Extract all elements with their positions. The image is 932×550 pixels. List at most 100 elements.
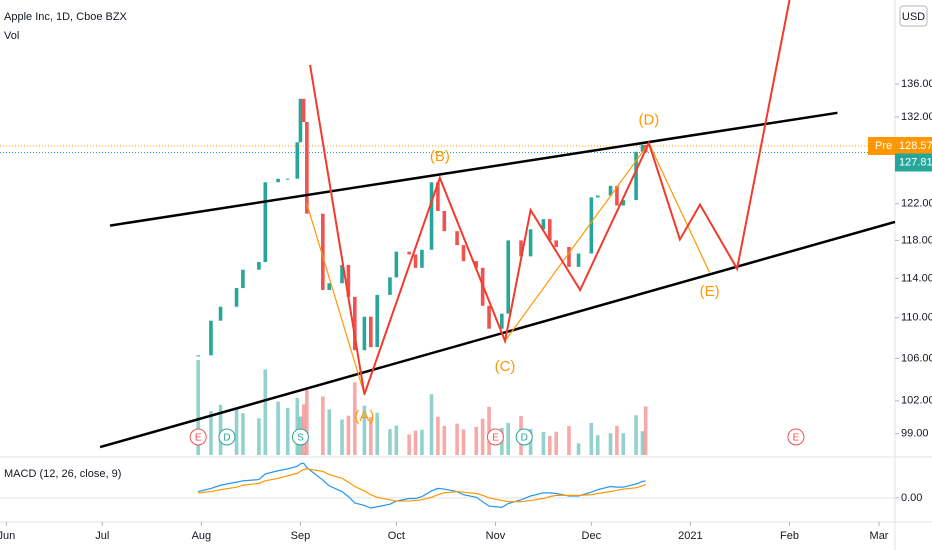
candle xyxy=(519,240,523,257)
volume-bar xyxy=(576,443,581,455)
candle xyxy=(209,320,213,356)
candle xyxy=(321,213,325,291)
y-tick-label: 114.00 xyxy=(901,272,932,284)
candle xyxy=(295,142,300,179)
candle xyxy=(305,121,309,214)
currency-box[interactable] xyxy=(899,5,928,27)
y-tick-label: 136.00 xyxy=(901,78,932,90)
x-tick-label: Dec xyxy=(582,530,602,542)
candle xyxy=(487,305,491,329)
x-tick-label: Jul xyxy=(95,530,109,542)
x-tick-label: Aug xyxy=(192,530,212,542)
candle xyxy=(436,182,440,211)
event-label: D xyxy=(521,433,528,444)
volume-bar xyxy=(420,429,424,455)
wave-path xyxy=(309,0,791,395)
volume-bar xyxy=(327,409,332,455)
candle xyxy=(576,253,581,267)
x-tick-label: Feb xyxy=(780,530,799,542)
y-tick-label: 106.00 xyxy=(901,352,932,364)
event-label: E xyxy=(195,433,202,444)
event-marker xyxy=(189,428,207,446)
candle xyxy=(640,144,645,152)
event-marker xyxy=(515,428,533,446)
volume-bar xyxy=(218,404,223,455)
volume-bar xyxy=(429,394,434,455)
volume-bar xyxy=(394,425,399,455)
event-marker xyxy=(291,428,309,446)
volume-bar xyxy=(305,389,309,455)
candle xyxy=(234,288,239,307)
volume-bar xyxy=(589,422,594,455)
volume-bar xyxy=(407,434,411,455)
wave-label: (B) xyxy=(430,148,450,165)
volume-bar xyxy=(388,429,392,455)
candle xyxy=(257,262,261,270)
pre-tag xyxy=(895,136,932,155)
wave-label: (A) xyxy=(354,408,374,425)
candle xyxy=(547,219,552,241)
x-tick-label: Sep xyxy=(291,530,311,542)
currency[interactable]: USD xyxy=(902,11,925,23)
volume-bar xyxy=(455,423,459,455)
volume-bar xyxy=(413,430,418,455)
trendline xyxy=(109,111,838,227)
candle xyxy=(595,195,600,198)
chart-title: Apple Inc, 1D, Cboe BZX xyxy=(4,11,128,23)
candle xyxy=(368,316,373,348)
x-tick-label: Oct xyxy=(388,530,405,542)
wave-label: (C) xyxy=(495,358,516,375)
candle xyxy=(420,249,424,268)
candle xyxy=(442,210,447,232)
candle xyxy=(528,229,533,257)
y-tick-label: 102.00 xyxy=(901,395,932,407)
volume-label: Vol xyxy=(4,30,19,42)
volume-bar xyxy=(209,411,213,455)
x-tick-label: Nov xyxy=(486,530,506,542)
wave-label: (E) xyxy=(700,283,720,300)
candle xyxy=(298,98,303,143)
candle xyxy=(285,178,290,180)
candle xyxy=(455,231,459,246)
candle xyxy=(567,246,571,267)
last-price-label: 127.81 xyxy=(899,156,932,168)
candle xyxy=(276,178,280,183)
volume-bar xyxy=(643,406,648,455)
candle xyxy=(327,283,332,291)
volume-bar xyxy=(554,431,558,455)
candle xyxy=(407,251,411,255)
pre-tag-label: Pre xyxy=(875,140,892,152)
candle xyxy=(474,261,479,268)
volume-bar xyxy=(285,407,290,455)
volume-bar xyxy=(640,431,645,455)
candle xyxy=(196,355,200,357)
event-label: S xyxy=(297,433,304,444)
volume-bar xyxy=(362,405,367,455)
candle xyxy=(353,296,357,351)
trendline xyxy=(99,220,896,449)
volume-bar xyxy=(608,433,613,455)
event-label: E xyxy=(492,433,499,444)
x-tick-label: Jun xyxy=(0,530,15,542)
candle xyxy=(346,264,351,297)
volume-bar xyxy=(295,398,300,455)
y-tick-label: 132.00 xyxy=(901,111,932,123)
y-tick-label: 122.00 xyxy=(901,198,932,210)
y-tick-label: 118.00 xyxy=(901,234,932,246)
candle xyxy=(340,264,344,284)
volume-bar xyxy=(241,413,245,455)
volume-bar xyxy=(461,429,466,455)
macd-label: MACD (12, 26, close, 9) xyxy=(4,468,121,480)
candle xyxy=(621,200,626,206)
candle xyxy=(615,185,619,206)
volume-bar xyxy=(480,418,485,455)
candle xyxy=(608,185,613,196)
candle xyxy=(506,240,511,314)
volume-bar xyxy=(506,423,511,455)
event-label: D xyxy=(223,433,230,444)
event-label: E xyxy=(793,433,800,444)
candle xyxy=(541,219,546,230)
signal-line xyxy=(198,468,646,503)
